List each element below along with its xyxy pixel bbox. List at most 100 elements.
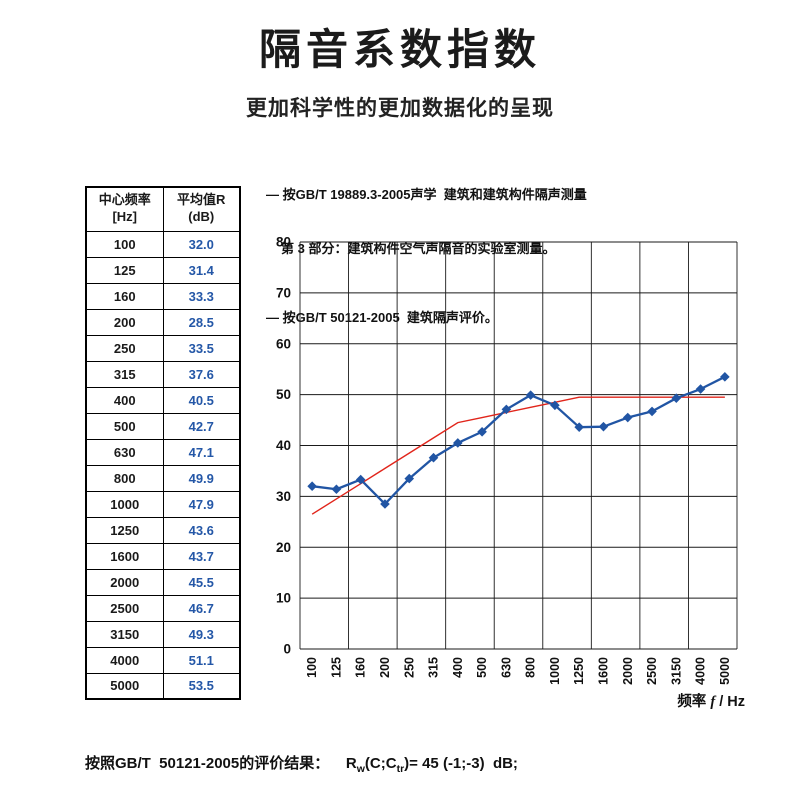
cell-frequency: 3150 — [85, 620, 164, 648]
diamond-marker — [550, 400, 560, 411]
x-tick-label: 315 — [427, 657, 441, 678]
cell-average-value: 43.6 — [162, 516, 241, 544]
cell-frequency: 200 — [85, 308, 164, 336]
diamond-marker — [525, 390, 536, 400]
evaluation-results: 按照GB/T 50121-2005的评价结果： Rw(C;Ctr)= 45 (-… — [85, 718, 563, 800]
table-row: 125 31.4 — [85, 256, 241, 284]
table-row: 2000 45.5 — [85, 568, 241, 596]
cell-frequency: 100 — [85, 230, 164, 258]
chart-gridlines — [299, 241, 738, 650]
y-tick-label: 80 — [276, 235, 291, 250]
table-row: 250 33.5 — [85, 334, 241, 362]
diamond-marker — [428, 452, 439, 463]
diamond-marker — [574, 422, 584, 432]
table-row: 200 28.5 — [85, 308, 241, 336]
table-row: 315 37.6 — [85, 360, 241, 388]
diamond-marker — [671, 393, 682, 403]
cell-frequency: 2000 — [85, 568, 164, 596]
header-frequency-label: 中心频率 — [98, 192, 151, 208]
table-header: 中心频率 [Hz] 平均值R (dB) — [85, 186, 241, 232]
table-row: 3150 49.3 — [85, 620, 241, 648]
page-title: 隔音系数指数 — [258, 26, 541, 73]
table-header-frequency: 中心频率 [Hz] — [85, 186, 164, 232]
series-reference-curve — [311, 396, 725, 515]
y-tick-label: 30 — [276, 489, 291, 504]
cell-frequency: 630 — [85, 438, 164, 466]
x-tick-label: 1000 — [548, 657, 562, 685]
measurement-table: 中心频率 [Hz] 平均值R (dB) 100 32.0 125 31.4 160 33.… — [85, 186, 241, 700]
table-row: 500 42.7 — [85, 412, 241, 440]
cell-frequency: 400 — [85, 386, 164, 414]
cell-average-value: 33.5 — [162, 334, 241, 362]
cell-frequency: 800 — [85, 464, 164, 492]
table-row: 1000 47.9 — [85, 490, 241, 518]
diamond-marker — [477, 426, 487, 437]
y-axis-tick-labels: 0 10 20 30 40 50 60 70 80 — [276, 235, 291, 657]
x-tick-label: 5000 — [718, 657, 732, 685]
x-tick-label: 2500 — [645, 657, 659, 685]
page-subtitle: 更加科学性的更加数据化的呈现 — [246, 97, 554, 120]
cell-frequency: 1600 — [85, 542, 164, 570]
cell-average-value: 49.9 — [162, 464, 241, 492]
rw-sub: w — [356, 763, 365, 775]
x-tick-label: 800 — [524, 657, 538, 678]
x-tick-label: 160 — [354, 657, 368, 678]
table-row: 4000 51.1 — [85, 646, 241, 674]
cell-average-value: 53.5 — [162, 672, 241, 700]
x-tick-label: 200 — [378, 657, 392, 678]
x-tick-label: 1250 — [572, 657, 586, 685]
diamond-marker — [695, 384, 706, 394]
x-tick-label: 2000 — [621, 657, 635, 685]
table-body: 100 32.0 125 31.4 160 33.3 200 28.5 250 33.5 315 37… — [85, 230, 241, 700]
x-tick-label: 250 — [402, 657, 416, 678]
table-row: 2500 46.7 — [85, 594, 241, 622]
table-header-average: 平均值R (dB) — [162, 186, 241, 232]
cell-average-value: 47.9 — [162, 490, 241, 518]
table-row: 1600 43.7 — [85, 542, 241, 570]
note-line-2: 第 3 部分：建筑构件空气声隔音的实验室测量。 — [281, 241, 556, 256]
cell-frequency: 5000 — [85, 672, 164, 700]
x-axis-tick-labels: 100 125 160 200 250 315 400 500 630 800 1000 1250 16… — [305, 657, 732, 685]
chart-area: 0 10 20 30 40 50 60 70 80 100 125 160 200 250 315 400 50… — [255, 232, 765, 737]
x-tick-label: 100 — [305, 657, 319, 678]
cell-average-value: 33.3 — [162, 282, 241, 310]
series-measured-line — [311, 375, 726, 506]
note-line-1: — 按GB/T 19889.3-2005声学 建筑和建筑构件隔声测量 — [266, 187, 587, 202]
y-tick-label: 40 — [276, 438, 291, 453]
cell-frequency: 250 — [85, 334, 164, 362]
cell-average-value: 32.0 — [162, 230, 241, 258]
table-row: 160 33.3 — [85, 282, 241, 310]
header-average-unit: (dB) — [188, 209, 215, 225]
cell-average-value: 51.1 — [162, 646, 241, 674]
cell-frequency: 160 — [85, 282, 164, 310]
cell-frequency: 315 — [85, 360, 164, 388]
table-row: 400 40.5 — [85, 386, 241, 414]
x-tick-label: 4000 — [694, 657, 708, 685]
diamond-marker — [720, 372, 730, 382]
diamond-marker — [307, 481, 317, 491]
cell-average-value: 42.7 — [162, 412, 241, 440]
cell-average-value: 28.5 — [162, 308, 241, 336]
cell-frequency: 1250 — [85, 516, 164, 544]
header-average-label: 平均值R — [177, 192, 226, 208]
x-axis-title: 频率 f / Hz — [677, 692, 745, 710]
ctr-sub: tr — [396, 763, 405, 775]
diamond-marker — [598, 421, 609, 432]
y-tick-label: 10 — [276, 591, 291, 606]
standards-notes: — 按GB/T 19889.3-2005声学 建筑和建筑构件隔声测量 第 3 部… — [266, 150, 587, 363]
y-tick-label: 0 — [283, 642, 291, 657]
x-tick-label: 3150 — [669, 657, 683, 685]
x-tick-label: 400 — [451, 657, 465, 678]
diamond-marker — [404, 473, 415, 484]
cell-average-value: 45.5 — [162, 568, 241, 596]
cell-frequency: 4000 — [85, 646, 164, 674]
table-row: 100 32.0 — [85, 230, 241, 258]
cell-average-value: 40.5 — [162, 386, 241, 414]
diamond-marker — [453, 438, 463, 448]
note-line-3: — 按GB/T 50121-2005 建筑隔声评价。 — [266, 310, 498, 325]
cell-average-value: 46.7 — [162, 594, 241, 622]
diamond-marker — [501, 404, 512, 415]
table-row: 1250 43.6 — [85, 516, 241, 544]
x-tick-label: 125 — [329, 657, 343, 678]
